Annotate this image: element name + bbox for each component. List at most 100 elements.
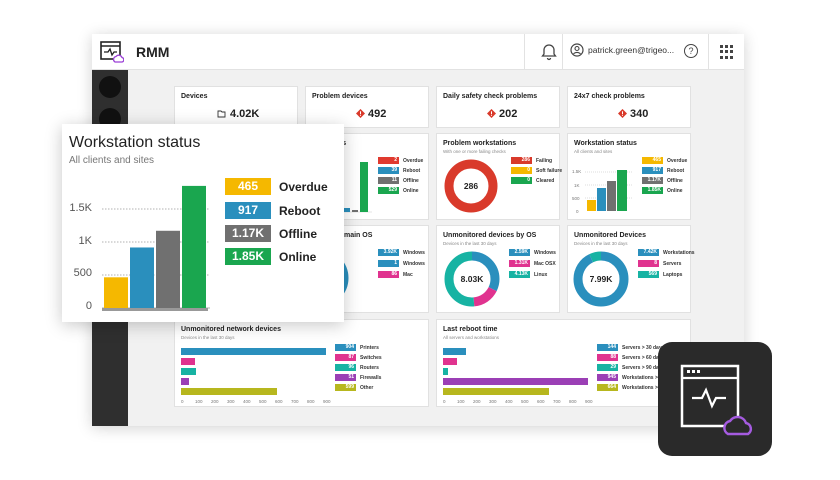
bar-reboot (130, 247, 154, 308)
kpi-card-24x7[interactable]: 24x7 check problems 340 (567, 86, 691, 128)
bar-online (617, 170, 627, 211)
user-icon (570, 43, 584, 57)
legend-linux: 4.13K Linux (509, 271, 547, 278)
legend-soft-failure: 0 Soft failure (511, 167, 562, 174)
server-status-bars (344, 162, 372, 213)
rmm-app-badge (658, 342, 772, 456)
kpi-title: Devices (181, 93, 208, 100)
legend-offline: 1.17K Offline (642, 177, 683, 184)
workstation-status-card-enlarged[interactable]: Workstation status All clients and sites… (62, 124, 344, 322)
kpi-card-daily-safety[interactable]: Daily safety check problems 202 (436, 86, 560, 128)
card-title: Unmonitored Devices (574, 232, 646, 239)
divider (708, 34, 709, 70)
legend-windows: 3.92K Windows (378, 249, 425, 256)
alert-icon (487, 109, 496, 118)
sidebar-item[interactable] (99, 76, 121, 98)
divider (524, 34, 525, 70)
bar-overdue (104, 277, 128, 308)
legend-workstations: 7.42K Workstations (638, 249, 695, 256)
bar-online (360, 162, 368, 212)
legend-reboot: 917 Reboot (642, 167, 684, 174)
tick-label: 0 (576, 209, 579, 214)
bar-workstations-2 (443, 388, 549, 395)
unmonitored-devices-card[interactable]: Unmonitored Devices Devices in the last … (567, 225, 695, 313)
workstation-bars-small (585, 170, 633, 211)
legend-workstations-1: 945 Workstations > ... (597, 374, 663, 381)
bar-offline (156, 230, 180, 308)
card-subtitle: With one or more failing checks (443, 149, 506, 154)
tick-label: 500 (572, 196, 580, 201)
app-grid-icon[interactable] (720, 45, 734, 59)
legend-workstations-2: 664 Workstations > ... (597, 384, 663, 391)
bell-icon[interactable] (540, 43, 558, 61)
bar-other (181, 388, 277, 395)
legend-online: 529 Online (378, 187, 419, 194)
bar-servers-30 (443, 348, 466, 355)
kpi-value: 202 (499, 108, 518, 120)
legend-online: 1.85K Online (225, 248, 316, 265)
bar-workstations-1 (443, 378, 588, 385)
kpi-value: 340 (630, 108, 649, 120)
app-title: RMM (136, 44, 170, 60)
card-subtitle: Devices in the last 30 days (443, 241, 497, 246)
legend-servers-60: 88 Servers > 60 days (597, 354, 664, 361)
kpi-value: 4.02K (230, 108, 260, 120)
legend-overdue: 465 Overdue (225, 178, 328, 195)
card-subtitle: All servers and workstations (443, 335, 500, 340)
kpi-card-devices[interactable]: Devices 4.02K (174, 86, 298, 128)
donut-center: 7.99K (589, 274, 613, 284)
rmm-monitor-cloud-icon (680, 364, 753, 436)
workstation-bar-chart (102, 185, 210, 311)
kpi-title: Problem devices (312, 93, 368, 100)
reboot-bars (443, 348, 588, 395)
legend-mac-osx: 1.31K Mac OSX (509, 260, 556, 267)
bar-reboot (344, 208, 350, 212)
bar-overdue (587, 200, 596, 211)
devices-donut (573, 251, 629, 307)
bar-routers (181, 368, 196, 375)
card-title: Unmonitored network devices (181, 326, 281, 333)
legend-switches: 87 Switches (335, 354, 382, 361)
network-devices-card[interactable]: Unmonitored network devices Devices in t… (174, 319, 429, 407)
help-icon[interactable]: ? (684, 44, 698, 58)
user-email: patrick.green@trigeo... (588, 45, 675, 55)
bar-reboot (597, 188, 606, 211)
legend-mac: 86 Mac (378, 271, 413, 278)
bar-servers-90 (443, 368, 448, 375)
top-bar: RMM patrick.green@trigeo... ? (92, 34, 744, 70)
os-donut (444, 251, 500, 307)
legend-reboot: 39 Reboot (378, 167, 420, 174)
legend-servers: 8 Servers (638, 260, 681, 267)
legend-laptops: 569 Laptops (638, 271, 682, 278)
divider (562, 34, 563, 70)
legend-overdue: 2 Overdue (378, 157, 423, 164)
donut-center: 8.03K (460, 274, 484, 284)
problem-workstations-card[interactable]: Problem workstations With one or more fa… (436, 133, 562, 220)
kpi-title: Daily safety check problems (443, 93, 538, 100)
legend-windows-2: 1 Windows (378, 260, 425, 267)
card-subtitle: All clients and sites (574, 149, 613, 154)
rmm-window: RMM patrick.green@trigeo... ? Devices (92, 34, 744, 426)
bar-firewalls (181, 378, 189, 385)
legend-failing: 286 Failing (511, 157, 552, 164)
rmm-logo-icon[interactable] (100, 40, 124, 64)
kpi-card-problem-devices[interactable]: Problem devices 492 (305, 86, 429, 128)
donut-center: 286 (463, 181, 479, 191)
legend-overdue: 465 Overdue (642, 157, 687, 164)
tick-label: 1.5K (572, 169, 582, 174)
legend-cleared: 0 Cleared (511, 177, 554, 184)
tick-label: 1.5K (69, 202, 92, 214)
tick-label: 0 (85, 300, 92, 312)
legend-servers-30: 144 Servers > 30 days (597, 344, 664, 351)
last-reboot-card[interactable]: Last reboot time All servers and worksta… (436, 319, 691, 407)
card-subtitle: Devices in the last 30 days (574, 241, 628, 246)
tick-label: 1K (574, 183, 580, 188)
legend-other: 599 Other (335, 384, 373, 391)
workstation-status-card-small[interactable]: Workstation status All clients and sites… (567, 133, 691, 220)
unmonitored-by-os-card[interactable]: Unmonitored devices by OS Devices in the… (436, 225, 560, 313)
legend-routers: 96 Routers (335, 364, 379, 371)
problem-donut (444, 159, 498, 213)
user-menu[interactable]: patrick.green@trigeo... (570, 43, 674, 57)
card-title: main OS (344, 232, 373, 239)
legend-windows: 2.59K Windows (509, 249, 556, 256)
